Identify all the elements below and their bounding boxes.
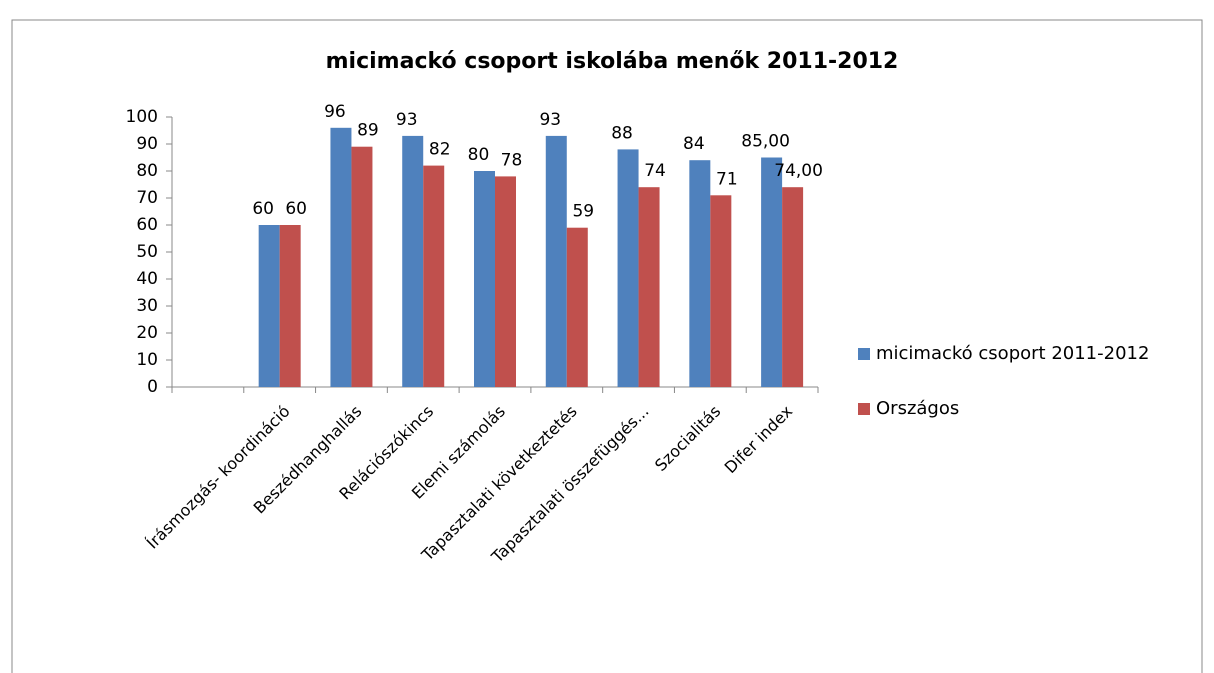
- bar: [330, 127, 352, 388]
- value-label: 74: [644, 161, 666, 181]
- bar: [566, 227, 588, 387]
- value-label: 80: [468, 145, 490, 165]
- value-label: 88: [611, 123, 633, 143]
- chart-title: micimackó csoport iskolába menők 2011-20…: [326, 49, 899, 74]
- legend-label: Országos: [876, 398, 959, 419]
- value-label: 89: [357, 121, 379, 141]
- y-tick-label: 100: [126, 107, 158, 127]
- y-tick-label: 80: [136, 161, 158, 181]
- bar: [545, 135, 567, 387]
- value-label: 82: [429, 140, 451, 160]
- bar: [782, 187, 804, 387]
- y-tick-label: 20: [136, 323, 158, 343]
- value-label: 78: [501, 150, 523, 170]
- value-label: 59: [572, 202, 594, 222]
- y-tick-label: 40: [136, 269, 158, 289]
- y-tick-label: 30: [136, 296, 158, 316]
- y-tick-label: 70: [136, 188, 158, 208]
- y-tick-label: 60: [136, 215, 158, 235]
- bar: [689, 160, 711, 387]
- legend-label: micimackó csoport 2011-2012: [876, 343, 1149, 364]
- bar: [474, 171, 495, 387]
- bar: [495, 176, 516, 387]
- value-label: 84: [683, 134, 705, 154]
- bar: [258, 225, 280, 387]
- bar: [351, 146, 373, 387]
- bar: [402, 135, 424, 387]
- bar: [761, 157, 783, 387]
- y-tick-label: 0: [147, 377, 158, 397]
- bar: [617, 149, 639, 387]
- chart-border: [11, 19, 1203, 673]
- value-label: 71: [716, 169, 738, 189]
- bar: [423, 165, 445, 387]
- y-tick-label: 90: [136, 134, 158, 154]
- y-tick-label: 50: [136, 242, 158, 262]
- value-label: 96: [324, 102, 346, 122]
- legend-swatch: [858, 403, 870, 415]
- value-label: 74,00: [774, 161, 823, 181]
- bar: [710, 195, 732, 387]
- value-label: 93: [396, 110, 418, 130]
- bar: [279, 225, 301, 387]
- bar: [638, 187, 660, 387]
- value-label: 60: [252, 199, 274, 219]
- value-label: 93: [539, 110, 561, 130]
- value-label: 85,00: [741, 132, 790, 152]
- value-label: 60: [285, 199, 307, 219]
- legend-swatch: [858, 348, 870, 360]
- y-tick-label: 10: [136, 350, 158, 370]
